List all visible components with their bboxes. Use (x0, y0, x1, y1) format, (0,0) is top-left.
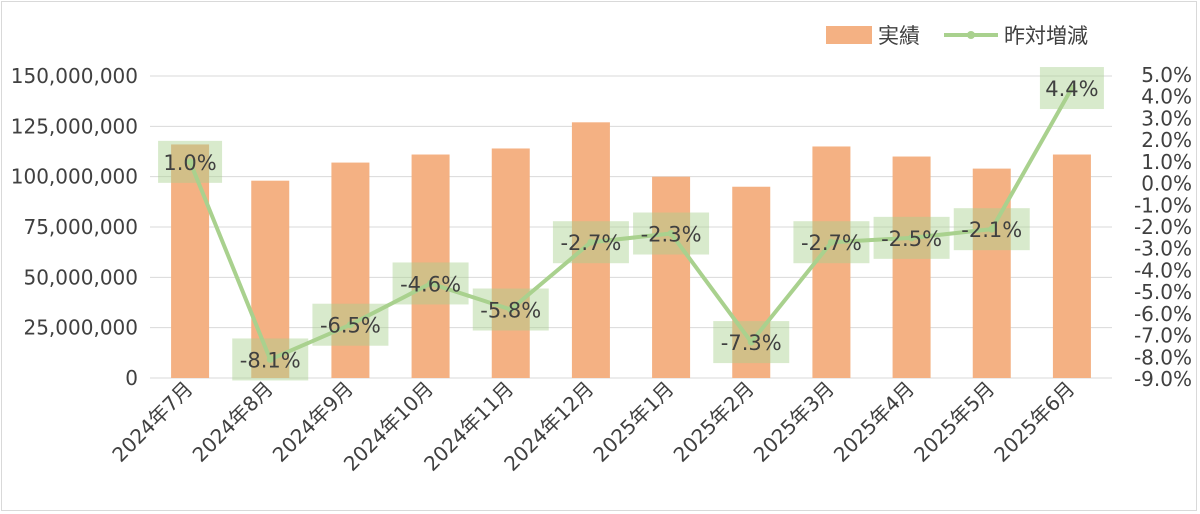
data-label: -2.1% (961, 218, 1022, 242)
data-label: -2.3% (641, 223, 702, 247)
data-label-box (232, 338, 309, 381)
x-tick-label: 2025年4月 (829, 377, 919, 467)
data-label-box (392, 262, 469, 305)
data-label-box (953, 208, 1030, 251)
bar (812, 146, 851, 378)
data-label: -4.6% (400, 272, 461, 296)
line-point (346, 321, 354, 329)
data-label-box (312, 303, 389, 346)
data-label-box (713, 321, 790, 364)
data-label: -2.7% (560, 231, 621, 255)
bar (331, 162, 370, 378)
left-tick-label: 0 (125, 366, 138, 390)
legend-line-label: 昨対増減 (1004, 24, 1088, 48)
line-point (427, 279, 435, 287)
data-label-box (472, 288, 549, 331)
line-series-yoy (186, 84, 1076, 363)
gridlines (150, 75, 1112, 379)
bar (972, 168, 1011, 378)
data-labels: 1.0% -8.1% -6.5% -4.6% -5.8% -2.7% -2.3% -7.3% -… (158, 67, 1104, 381)
bar (1052, 154, 1091, 378)
data-label: 1.0% (163, 151, 216, 175)
data-label-box (633, 212, 710, 255)
x-axis: 2024年7月2024年8月2024年9月2024年10月2024年11月202… (107, 377, 1079, 476)
data-label: -5.8% (480, 299, 541, 323)
data-label-box (552, 221, 629, 264)
line-point (186, 158, 194, 166)
legend: 実績 昨対増減 (826, 24, 1088, 48)
legend-line-marker (967, 31, 975, 39)
bar (652, 176, 691, 378)
series-line (188, 87, 1074, 362)
left-tick-label: 150,000,000 (11, 64, 138, 88)
right-tick-label: 5.0% (1141, 63, 1192, 87)
line-point (747, 338, 755, 346)
bar-series-actual (171, 122, 1091, 378)
right-tick-label: -4.0% (1134, 258, 1192, 282)
right-tick-label: 3.0% (1141, 106, 1192, 130)
x-tick-label: 2025年1月 (588, 377, 678, 467)
data-label-box (158, 140, 223, 183)
line-point (988, 225, 996, 233)
data-label: -8.1% (240, 348, 301, 372)
left-tick-label: 75,000,000 (23, 215, 138, 239)
right-tick-label: -3.0% (1134, 237, 1192, 261)
data-label-box (873, 216, 950, 259)
right-tick-label: 4.0% (1141, 85, 1192, 109)
legend-bar-label: 実績 (878, 24, 920, 48)
right-tick-label: -9.0% (1134, 367, 1192, 391)
data-label: -2.7% (801, 231, 862, 255)
right-tick-label: 2.0% (1141, 128, 1192, 152)
x-tick-label: 2025年5月 (909, 377, 999, 467)
bar (732, 186, 771, 378)
bar (251, 180, 290, 378)
left-y-axis: 0 25,000,000 50,000,000 75,000,000 100,000,0… (11, 64, 138, 390)
legend-bar-swatch (826, 26, 872, 44)
line-point (507, 306, 515, 314)
right-tick-label: -5.0% (1134, 280, 1192, 304)
x-tick-label: 2025年3月 (749, 377, 839, 467)
data-label: -2.5% (881, 227, 942, 251)
right-tick-label: -1.0% (1134, 193, 1192, 217)
x-tick-label: 2024年7月 (107, 377, 197, 467)
right-tick-label: -7.0% (1134, 324, 1192, 348)
x-tick-label: 2025年6月 (989, 377, 1079, 467)
line-point (587, 238, 595, 246)
line-point (827, 238, 835, 246)
right-tick-label: -2.0% (1134, 215, 1192, 239)
right-tick-label: 1.0% (1141, 150, 1192, 174)
x-tick-label: 2024年8月 (188, 377, 278, 467)
left-tick-label: 50,000,000 (23, 265, 138, 289)
right-tick-label: -8.0% (1134, 345, 1192, 369)
data-label-box (793, 221, 870, 264)
x-tick-label: 2025年2月 (669, 377, 759, 467)
right-tick-label: -6.0% (1134, 302, 1192, 326)
data-label: -7.3% (721, 331, 782, 355)
line-point (266, 355, 274, 363)
right-tick-label: 0.0% (1141, 172, 1192, 196)
right-y-axis: 5.0%4.0%3.0%2.0%1.0%0.0%-1.0%-2.0%-3.0%-… (1134, 63, 1192, 391)
bar (171, 144, 210, 378)
data-label: -6.5% (320, 314, 381, 338)
bar (411, 154, 450, 378)
data-label: 4.4% (1045, 77, 1098, 101)
line-point (667, 230, 675, 238)
data-label-box (1039, 67, 1104, 110)
bar (491, 148, 530, 378)
bar (892, 156, 931, 378)
line-point (1068, 84, 1076, 92)
bar (571, 122, 610, 378)
left-tick-label: 100,000,000 (11, 165, 138, 189)
left-tick-label: 25,000,000 (23, 316, 138, 340)
left-tick-label: 125,000,000 (11, 114, 138, 138)
line-point (908, 234, 916, 242)
